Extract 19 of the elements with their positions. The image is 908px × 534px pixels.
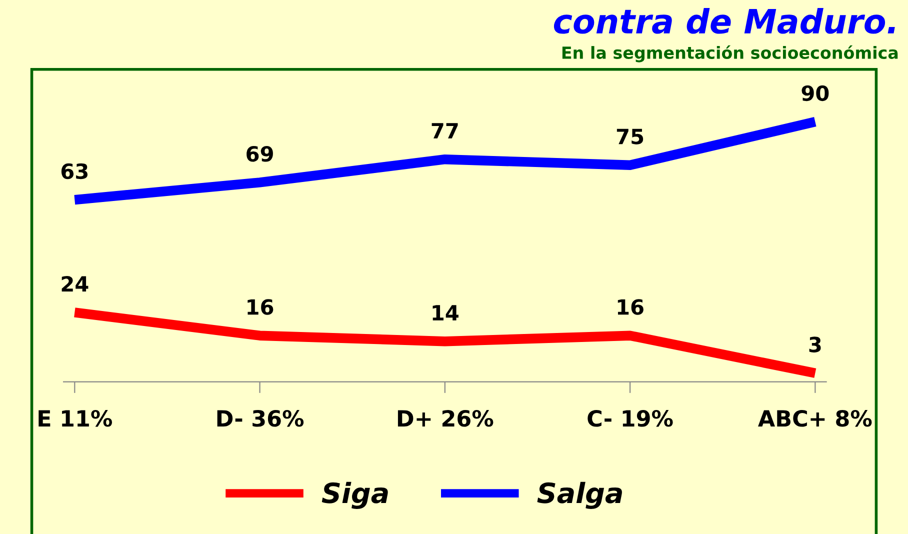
data-label: 77	[432, 123, 458, 138]
x-tick-label: D- 36%	[217, 410, 304, 427]
x-tick-label: D+ 26%	[398, 410, 494, 427]
data-label: 16	[618, 299, 644, 315]
data-label: 3	[809, 336, 821, 352]
data-label: 63	[61, 163, 88, 180]
x-tick-label: E 11%	[38, 410, 112, 427]
data-label: 75	[616, 128, 644, 144]
data-label: 69	[246, 146, 273, 162]
data-label: 24	[62, 276, 88, 292]
legend-label: Siga	[322, 482, 388, 509]
data-label: 90	[802, 85, 829, 102]
x-tick-label: C- 19%	[588, 410, 673, 427]
legend-label: Salga	[537, 482, 622, 509]
data-label: 14	[432, 305, 458, 320]
x-tick-label: ABC+ 8%	[758, 410, 872, 427]
data-label: 16	[248, 299, 274, 315]
chart-subtitle: En la segmentación socioeconómica	[562, 45, 898, 62]
chart-title: contra de Maduro.	[554, 8, 895, 34]
